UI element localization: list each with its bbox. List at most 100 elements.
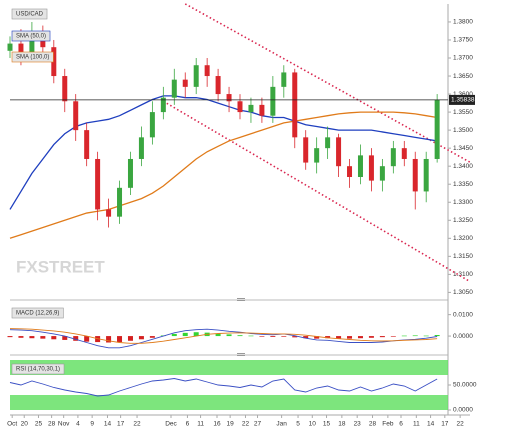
x-tick-label: 27 (254, 421, 262, 428)
x-tick-label: 19 (227, 421, 235, 428)
panel-label: SMA (100,0) (16, 55, 49, 61)
candle-body (117, 187, 123, 217)
macd-bar (314, 336, 320, 339)
y-tick-label: 1.3400 (453, 163, 473, 170)
macd-bar (237, 335, 243, 337)
macd-bar (215, 333, 221, 337)
macd-bar (18, 336, 24, 338)
rsi-line (9, 378, 438, 397)
candle-body (379, 166, 385, 181)
panel-label: USD/CAD (16, 12, 44, 18)
macd-bar (368, 336, 374, 338)
y-tick-label: 1.3800 (453, 19, 473, 26)
rsi-band (10, 360, 448, 375)
candle-body (248, 104, 254, 113)
candle-body (226, 94, 232, 102)
macd-bar (138, 336, 144, 340)
macd-bar (390, 336, 396, 337)
last-price-box (449, 94, 475, 105)
x-tick-label: 22 (133, 421, 141, 428)
candle-body (423, 158, 429, 192)
macd-bar (171, 333, 177, 337)
x-tick-label: 4 (76, 421, 80, 428)
x-tick-label: Feb (382, 421, 394, 428)
candle-body (160, 97, 166, 113)
y-tick-label: 1.3750 (453, 37, 473, 44)
x-tick-label: 14 (427, 421, 435, 428)
x-tick-label: 28 (369, 421, 377, 428)
macd-bar (423, 335, 429, 337)
candle-body (106, 209, 112, 217)
candle-body (73, 101, 79, 131)
macd-bar (29, 336, 35, 339)
macd-bar (357, 336, 363, 339)
x-tick-label: 17 (441, 421, 449, 428)
candle-body (171, 79, 177, 98)
macd-bar (412, 335, 418, 337)
y-tick-label: 1.3200 (453, 235, 473, 242)
candle-body (314, 148, 320, 163)
macd-bar (117, 336, 123, 343)
y-tick-label: 1.3450 (453, 145, 473, 152)
resize-handle[interactable] (237, 353, 245, 356)
trendline (162, 100, 471, 283)
y-tick-label: 1.3700 (453, 55, 473, 62)
macd-bar (182, 332, 188, 337)
candle-body (390, 148, 396, 167)
candle-body (368, 155, 374, 181)
macd-bar (303, 336, 309, 339)
candle-body (95, 158, 101, 210)
label-box (11, 307, 64, 319)
candle-body (259, 104, 265, 116)
x-tick-label: 22 (457, 421, 465, 428)
x-tick-label: 18 (338, 421, 346, 428)
candle-body (434, 99, 440, 159)
y-tick-label: 1.3350 (453, 181, 473, 188)
macd-bar (193, 332, 199, 337)
candle-body (281, 72, 287, 87)
candle-body (18, 43, 24, 59)
macd-bar (248, 335, 254, 337)
macd-bar (259, 336, 265, 337)
macd-bar (325, 336, 331, 339)
macd-bar (226, 334, 232, 337)
x-tick-label: 10 (309, 421, 317, 428)
panel-label: RSI (14,70,30,1) (16, 367, 60, 373)
macd-bar (73, 336, 79, 341)
candle-body (51, 47, 57, 77)
y-tick-label: 0.0000 (453, 333, 473, 340)
resize-handle[interactable] (237, 298, 245, 301)
sma-line (9, 95, 438, 210)
x-tick-label: 15 (323, 421, 331, 428)
candle-body (347, 166, 353, 178)
candle-body (336, 137, 342, 167)
candle-body (401, 148, 407, 159)
candle-body (357, 155, 363, 178)
y-tick-label: 1.3050 (453, 289, 473, 296)
macd-bar (127, 336, 133, 341)
candle-body (84, 130, 90, 159)
macd-bar (149, 336, 155, 338)
y-tick-label: 1.3250 (453, 217, 473, 224)
macd-bar (281, 336, 287, 337)
watermark: FXSTREET (16, 257, 105, 276)
macd-bar (106, 336, 112, 343)
x-tick-label: Dec (165, 421, 177, 428)
candle-body (270, 86, 276, 116)
sma-line (9, 111, 438, 239)
y-tick-label: 1.3150 (453, 253, 473, 260)
y-tick-label: 1.3100 (453, 271, 473, 278)
x-tick-label: 17 (117, 421, 125, 428)
y-tick-label: 50.0000 (453, 382, 477, 389)
x-tick-label: 11 (413, 421, 420, 428)
y-tick-label: 1.3600 (453, 91, 473, 98)
macd-bar (40, 336, 46, 339)
last-price-label: 1.35838 (451, 97, 475, 104)
macd-bar (7, 336, 13, 338)
x-tick-label: 28 (48, 421, 56, 428)
candle-body (149, 112, 155, 138)
x-tick-label: 11 (197, 421, 204, 428)
y-tick-label: 1.3300 (453, 199, 473, 206)
macd-line (9, 328, 438, 344)
